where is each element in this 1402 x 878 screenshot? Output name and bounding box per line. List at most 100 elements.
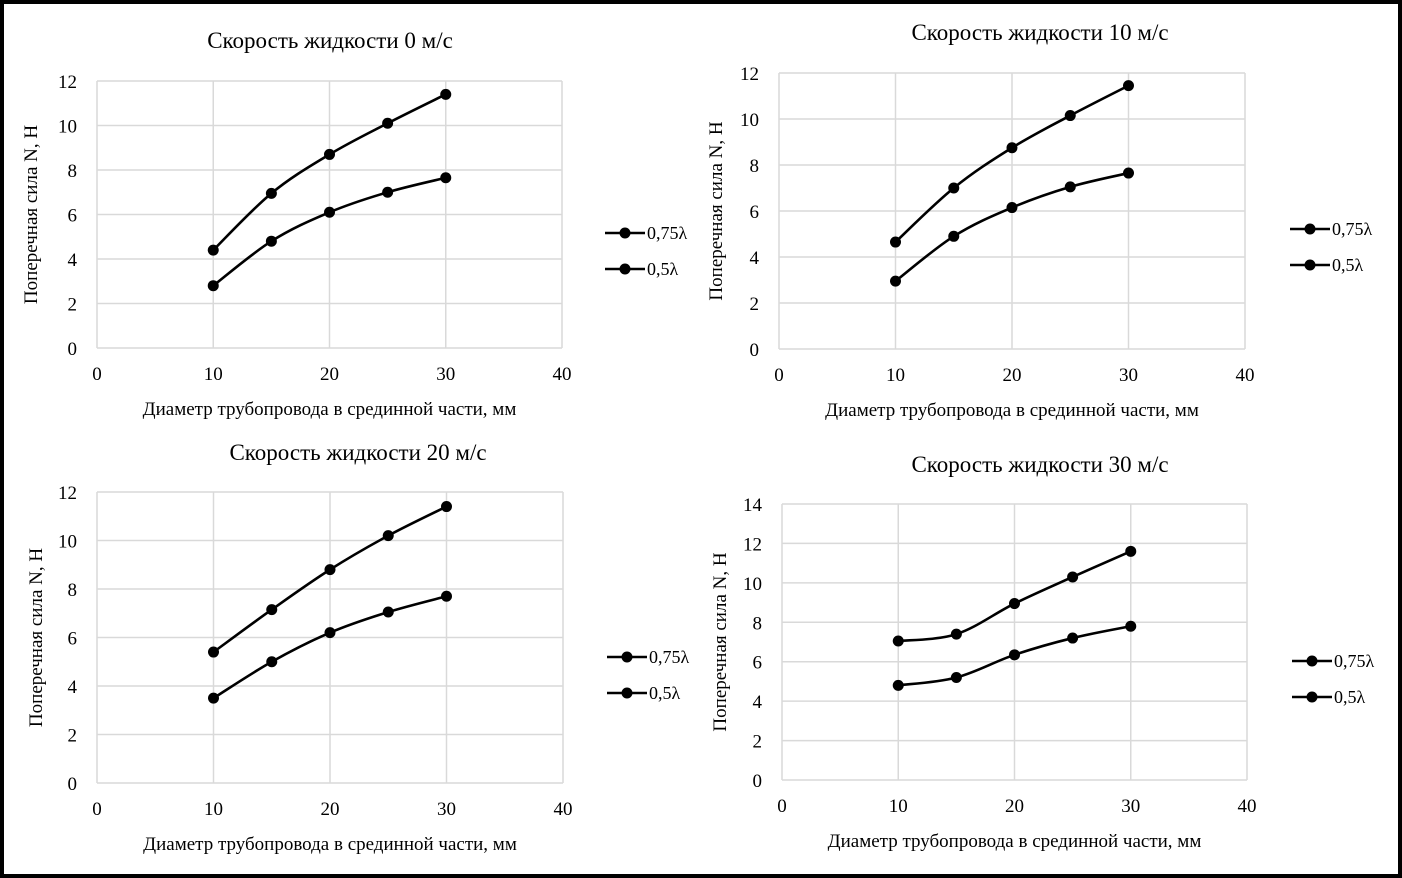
x-tick-label: 10	[889, 796, 908, 817]
y-tick-label: 8	[68, 161, 78, 182]
legend-label: 0,5λ	[1332, 255, 1364, 275]
legend-marker	[619, 227, 631, 239]
data-point	[950, 671, 962, 683]
y-tick-label: 0	[68, 774, 78, 795]
data-point	[892, 679, 904, 691]
x-tick-label: 40	[553, 364, 572, 385]
legend-marker	[1306, 655, 1318, 667]
legend-label: 0,5λ	[647, 259, 679, 279]
y-tick-label: 10	[58, 117, 77, 138]
data-point	[948, 182, 960, 194]
x-tick-label: 20	[321, 799, 340, 820]
y-axis-label: Поперечная сила N, Н	[710, 552, 731, 731]
data-point	[1125, 545, 1137, 557]
y-tick-label: 4	[750, 248, 760, 269]
x-tick-label: 40	[554, 799, 573, 820]
y-tick-label: 2	[68, 295, 78, 316]
data-point	[1067, 571, 1079, 583]
data-point	[207, 280, 219, 292]
data-point	[265, 187, 277, 199]
x-tick-label: 20	[1003, 365, 1022, 386]
data-point	[324, 627, 336, 639]
y-tick-label: 6	[68, 206, 78, 227]
y-tick-label: 6	[750, 202, 760, 223]
y-tick-label: 12	[58, 483, 77, 504]
y-tick-label: 4	[68, 677, 78, 698]
y-tick-label: 10	[743, 574, 762, 595]
y-tick-label: 8	[68, 580, 78, 601]
data-point	[1009, 649, 1020, 661]
data-point	[948, 230, 960, 242]
y-tick-label: 2	[750, 294, 760, 315]
data-point	[266, 604, 278, 616]
y-tick-label: 12	[58, 72, 77, 93]
chart-title: Скорость жидкости 0 м/с	[207, 28, 453, 53]
x-tick-label: 30	[437, 799, 456, 820]
legend-marker	[621, 651, 633, 663]
x-axis-label: Диаметр трубопровода в срединной части, …	[828, 831, 1202, 852]
y-tick-label: 14	[743, 495, 763, 516]
y-tick-label: 6	[68, 629, 78, 650]
y-tick-label: 10	[740, 110, 759, 131]
data-point	[1006, 142, 1018, 154]
y-tick-label: 2	[68, 726, 78, 747]
legend-label: 0,75λ	[647, 223, 688, 243]
chart-title: Скорость жидкости 30 м/с	[911, 452, 1168, 477]
data-point	[266, 656, 278, 668]
y-axis-label: Поперечная сила N, Н	[21, 125, 42, 304]
data-point	[324, 564, 336, 576]
y-tick-label: 10	[58, 532, 77, 553]
y-tick-label: 8	[753, 613, 763, 634]
y-tick-label: 0	[750, 340, 760, 361]
y-axis-label: Поперечная сила N, Н	[706, 121, 727, 300]
data-point	[265, 235, 277, 247]
x-tick-label: 0	[777, 796, 787, 817]
chart-4: Скорость жидкости 30 м/с 0 2 4 6 8 10 12 14 0 10 20…	[710, 452, 1375, 852]
data-point	[324, 148, 335, 160]
y-axis-label: Поперечная сила N, Н	[26, 548, 47, 727]
legend-label: 0,75λ	[1332, 219, 1373, 239]
x-tick-label: 40	[1236, 365, 1255, 386]
x-axis-label: Диаметр трубопровода в срединной части, …	[825, 400, 1199, 421]
legend-label: 0,5λ	[649, 683, 681, 703]
y-tick-label: 8	[750, 156, 760, 177]
chart-title: Скорость жидкости 20 м/с	[229, 440, 486, 465]
data-point	[440, 172, 452, 184]
chart-title: Скорость жидкости 10 м/с	[911, 20, 1168, 45]
y-tick-label: 12	[740, 64, 759, 85]
data-point	[890, 236, 901, 248]
y-tick-label: 4	[68, 250, 78, 271]
data-point	[1064, 110, 1076, 122]
data-point	[1064, 181, 1076, 193]
y-tick-label: 12	[743, 534, 762, 555]
data-point	[382, 606, 394, 618]
x-tick-label: 0	[774, 365, 784, 386]
chart-2: Скорость жидкости 10 м/с 0 2 4 6 8 10 12 0 10 20 30…	[706, 20, 1373, 421]
data-point	[1123, 167, 1134, 179]
y-tick-label: 0	[68, 339, 78, 360]
data-point	[950, 628, 962, 640]
data-point	[441, 501, 452, 513]
legend-label: 0,5λ	[1334, 687, 1366, 707]
legend-marker	[621, 687, 633, 699]
x-tick-label: 30	[1119, 365, 1138, 386]
x-tick-label: 0	[92, 364, 102, 385]
x-axis-label: Диаметр трубопровода в срединной части, …	[143, 834, 517, 855]
y-tick-label: 4	[753, 692, 763, 713]
data-point	[1067, 632, 1079, 644]
data-point	[382, 186, 394, 198]
data-point	[208, 646, 219, 658]
legend-marker	[1306, 691, 1318, 703]
data-point	[440, 88, 452, 100]
legend-marker	[1304, 223, 1316, 235]
data-point	[890, 275, 901, 287]
chart-1: Скорость жидкости 0 м/с 0 2 4 6 8 10 12 0 10 20 30 4…	[21, 28, 688, 420]
data-point	[324, 206, 335, 218]
legend-label: 0,75λ	[649, 647, 690, 667]
x-tick-label: 10	[204, 799, 223, 820]
x-axis-label: Диаметр трубопровода в срединной части, …	[143, 399, 517, 420]
y-tick-label: 6	[753, 653, 763, 674]
legend-marker	[1304, 259, 1316, 271]
